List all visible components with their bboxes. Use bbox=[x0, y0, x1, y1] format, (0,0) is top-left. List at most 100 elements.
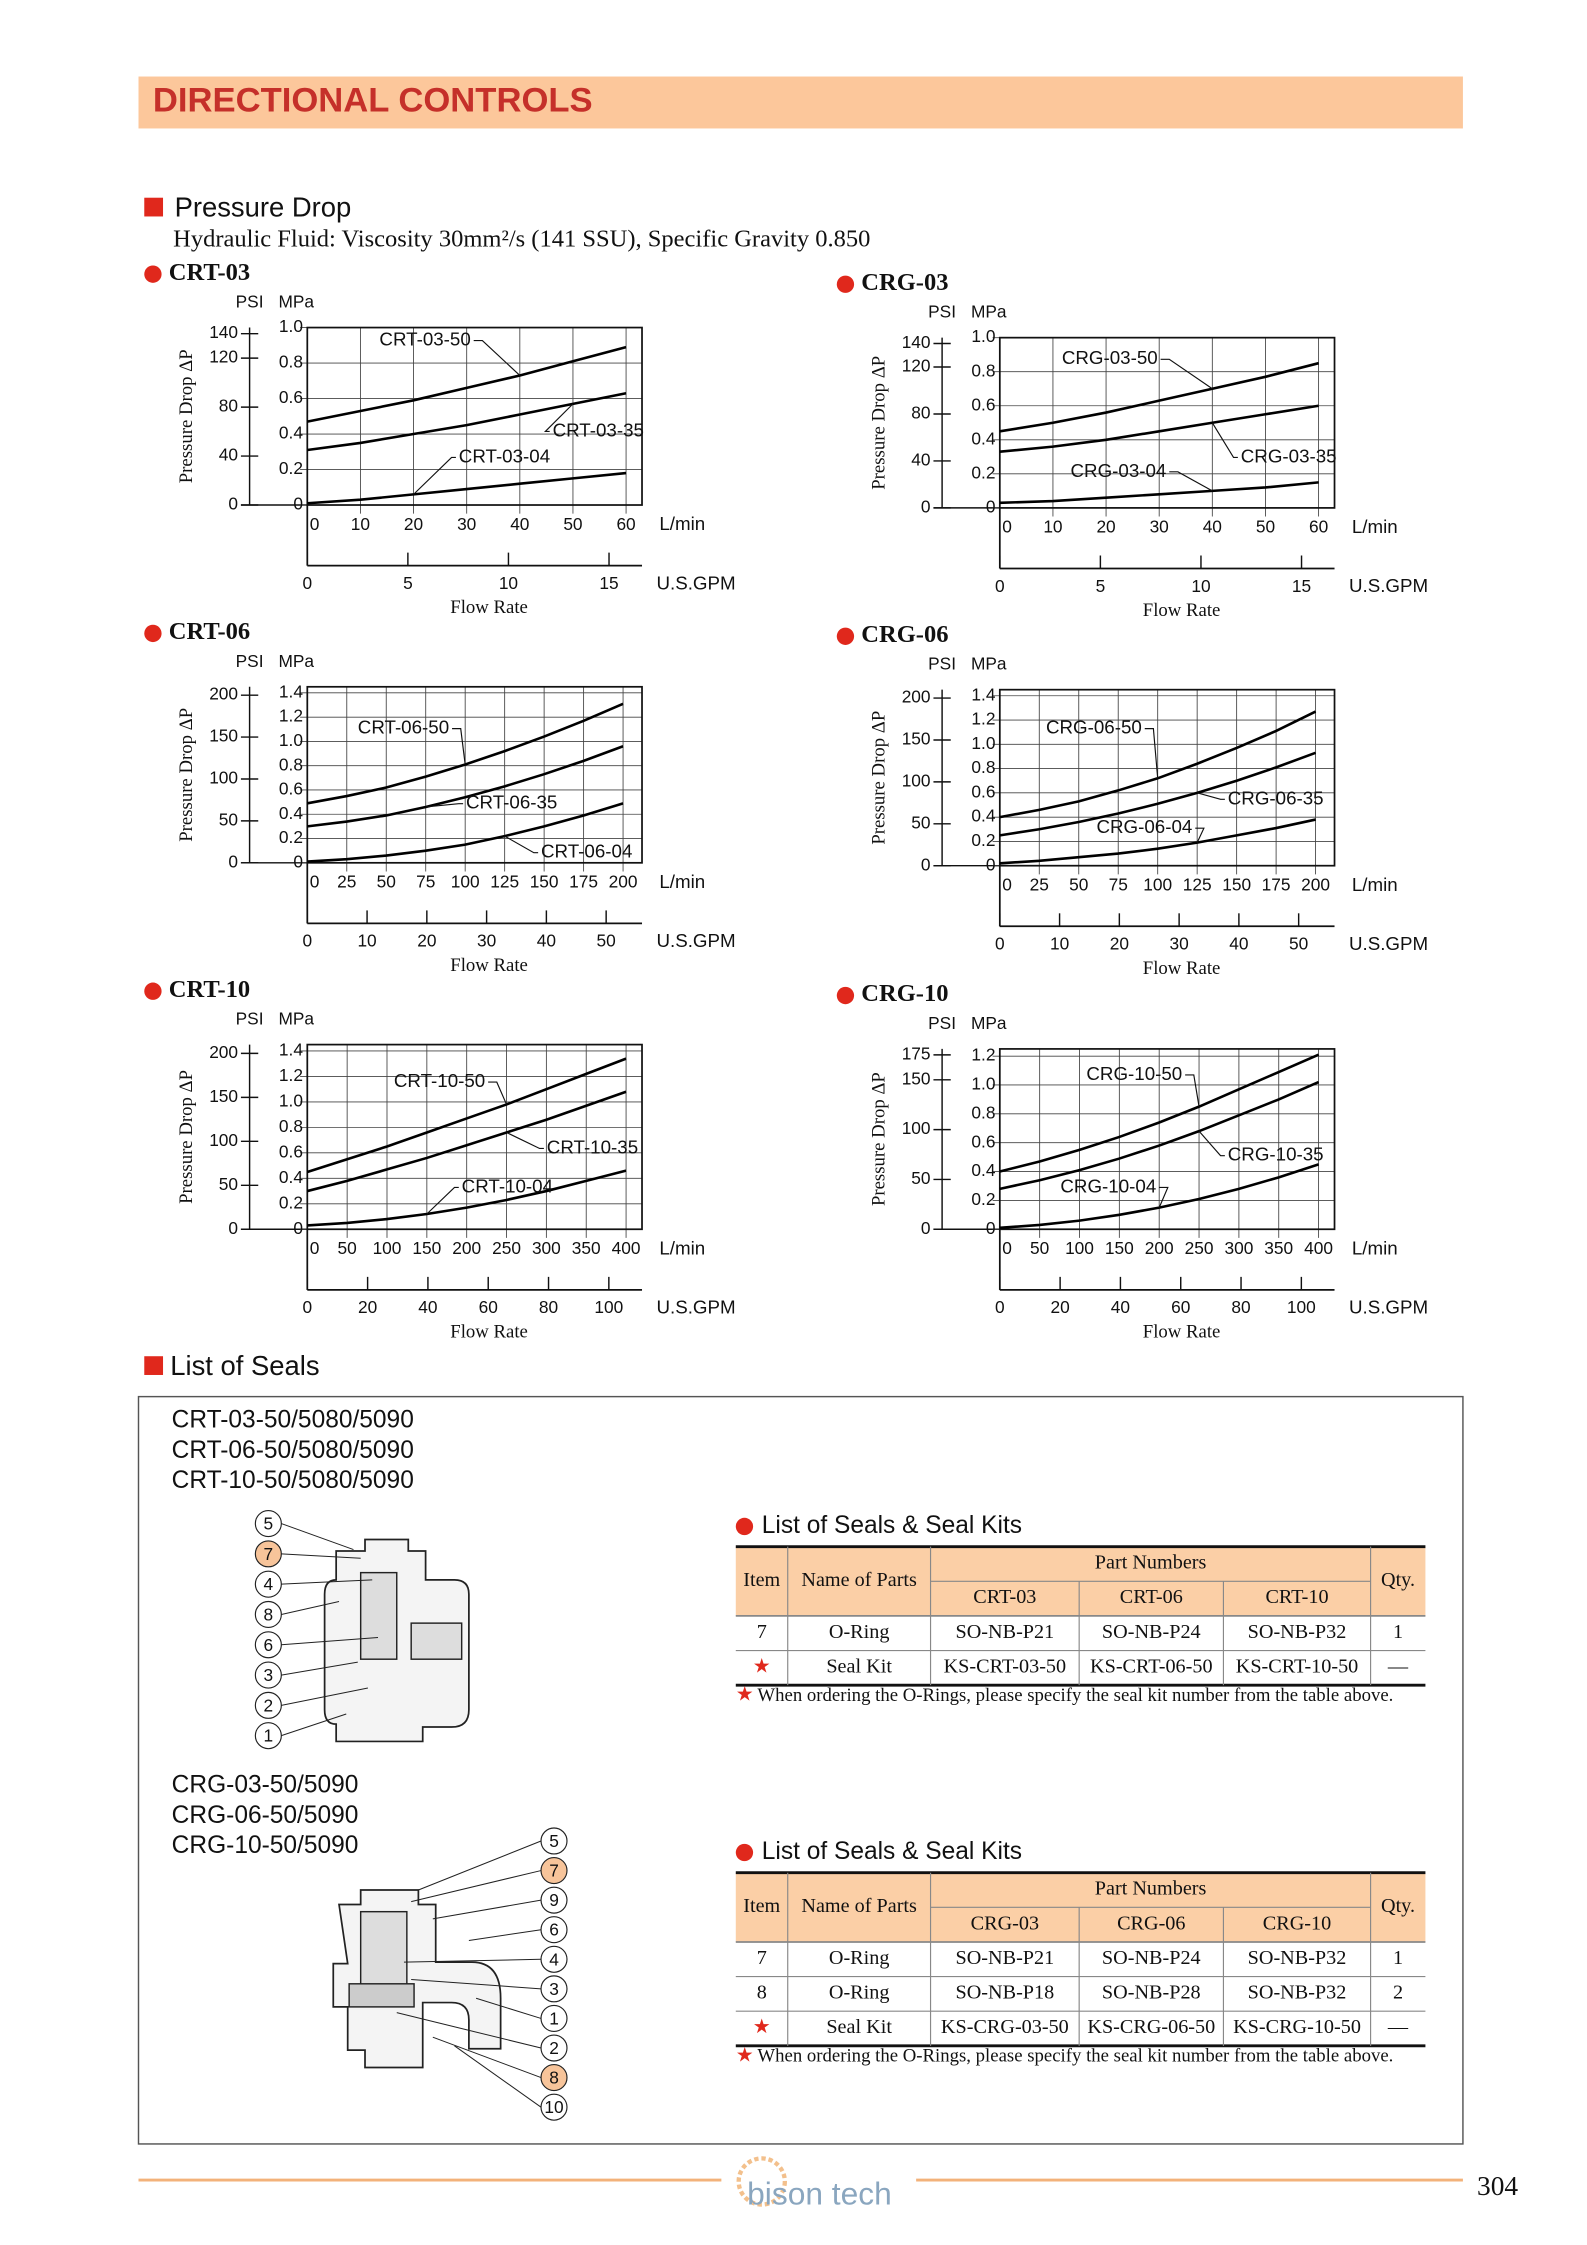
table-header: CRT-03 bbox=[973, 1586, 1036, 1608]
y2-tick-label: 50 bbox=[219, 809, 238, 829]
x-tick-label: 60 bbox=[1309, 517, 1328, 537]
plot-frame bbox=[998, 336, 1336, 509]
y-tick-label: 0.2 bbox=[279, 1192, 303, 1212]
table-cell: SO-NB-P21 bbox=[956, 1947, 1055, 1969]
y-tick-label: 0 bbox=[986, 1218, 996, 1238]
y2-tick-label: 200 bbox=[209, 684, 238, 704]
y-tick-label: 0.4 bbox=[279, 803, 303, 823]
x-tick-label: 0 bbox=[310, 514, 320, 534]
x2-tick-label: 15 bbox=[599, 573, 618, 593]
x-tick-label: 100 bbox=[373, 1238, 402, 1258]
curve-label: CRT-03-50 bbox=[379, 328, 470, 349]
leader bbox=[488, 1081, 508, 1105]
curve-label: CRG-06-35 bbox=[1228, 787, 1324, 808]
leader bbox=[426, 1186, 459, 1215]
y2-tick-label: 40 bbox=[219, 445, 238, 465]
curve bbox=[999, 1053, 1320, 1173]
curve-label: CRG-10-35 bbox=[1228, 1144, 1324, 1165]
curve bbox=[999, 710, 1317, 819]
table-cell: SO-NB-P18 bbox=[956, 1982, 1055, 2004]
table-cell: KS-CRG-03-50 bbox=[941, 2016, 1069, 2038]
x2-tick-label: 40 bbox=[418, 1297, 437, 1317]
y-unit: MPa bbox=[971, 654, 1007, 674]
y2-tick-label: 40 bbox=[911, 450, 930, 470]
leader bbox=[1144, 728, 1159, 779]
x2-tick-label: 80 bbox=[539, 1297, 558, 1317]
callout-leader bbox=[403, 1958, 542, 1963]
x-unit: L/min bbox=[659, 871, 705, 892]
table-title: List of Seals & Seal Kits bbox=[762, 1838, 1022, 1865]
x-tick-label: 50 bbox=[1256, 517, 1275, 537]
title-bullet bbox=[836, 986, 855, 1005]
title-bullet bbox=[836, 627, 855, 645]
y2-tick-label: 80 bbox=[911, 403, 930, 423]
x2-tick-label: 100 bbox=[594, 1297, 623, 1317]
title-bullet bbox=[735, 1843, 754, 1862]
x2-unit: U.S.GPM bbox=[1349, 575, 1428, 596]
table-header: CRG-06 bbox=[1117, 1912, 1185, 1934]
curve bbox=[999, 818, 1316, 865]
x-tick-label: 10 bbox=[1043, 517, 1062, 537]
x-unit: L/min bbox=[659, 513, 705, 534]
x-tick-label: 125 bbox=[490, 872, 519, 892]
x2-tick-label: 80 bbox=[1231, 1297, 1250, 1317]
valve-body bbox=[332, 1889, 502, 2069]
plot-frame bbox=[306, 685, 643, 864]
leader bbox=[506, 1131, 544, 1150]
x-tick-label: 350 bbox=[1264, 1238, 1293, 1258]
callout-circle bbox=[254, 1691, 282, 1719]
chart-title: CRT-10 bbox=[169, 976, 250, 1003]
x-tick-label: 0 bbox=[1002, 1238, 1012, 1258]
callout-circle bbox=[540, 1856, 568, 1885]
x2-tick-label: 10 bbox=[1050, 934, 1069, 954]
y-unit: MPa bbox=[278, 651, 314, 671]
callout-number: 5 bbox=[264, 1514, 274, 1534]
x-tick-label: 50 bbox=[1069, 874, 1088, 894]
x2-unit: U.S.GPM bbox=[656, 572, 735, 593]
curve bbox=[306, 1090, 627, 1193]
y2-tick-label: 200 bbox=[902, 687, 931, 707]
x-label: Flow Rate bbox=[450, 955, 528, 976]
callout-number: 1 bbox=[264, 1726, 274, 1746]
y-tick-label: 1.0 bbox=[971, 1074, 995, 1094]
table-cell: — bbox=[1387, 1655, 1409, 1677]
y-label: Pressure Drop ΔP bbox=[868, 711, 889, 845]
x-tick-label: 175 bbox=[1262, 874, 1291, 894]
callout-number: 2 bbox=[264, 1695, 274, 1715]
x-unit: L/min bbox=[1352, 516, 1398, 537]
table-cell: Seal Kit bbox=[826, 2016, 892, 2038]
table-cell: KS-CRT-03-50 bbox=[944, 1655, 1067, 1677]
curve bbox=[999, 751, 1317, 837]
table-header: CRG-10 bbox=[1263, 1912, 1331, 1934]
curve-label: CRG-10-04 bbox=[1060, 1175, 1156, 1196]
x-tick-label: 100 bbox=[451, 872, 480, 892]
y-tick-label: 0.8 bbox=[971, 757, 995, 777]
x2-tick-label: 20 bbox=[358, 1297, 377, 1317]
leader bbox=[1158, 1186, 1169, 1208]
y2-tick-label: 0 bbox=[228, 1218, 238, 1238]
y-tick-label: 0.4 bbox=[279, 1167, 303, 1187]
x-tick-label: 60 bbox=[616, 514, 635, 534]
y2-tick-label: 0 bbox=[228, 851, 238, 871]
callout-number: 8 bbox=[264, 1604, 274, 1624]
callout-number: 2 bbox=[549, 2038, 559, 2058]
y2-tick-label: 140 bbox=[902, 332, 931, 352]
chart-title: CRT-06 bbox=[169, 618, 250, 645]
valve-part bbox=[359, 1571, 398, 1660]
y-tick-label: 1.2 bbox=[971, 1045, 995, 1065]
y-tick-label: 0.2 bbox=[971, 830, 995, 850]
curve-label: CRT-06-35 bbox=[466, 792, 557, 813]
curve-label: CRT-10-35 bbox=[547, 1136, 638, 1157]
table-header: CRT-10 bbox=[1265, 1586, 1328, 1608]
x-tick-label: 50 bbox=[1030, 1238, 1049, 1258]
x2-tick-label: 0 bbox=[302, 1297, 312, 1317]
callout-leader bbox=[454, 2045, 542, 2108]
x-unit: L/min bbox=[1352, 874, 1398, 895]
title-bullet bbox=[735, 1517, 754, 1536]
callout-circle bbox=[540, 1827, 568, 1855]
callout-number: 3 bbox=[549, 1979, 559, 1999]
leader bbox=[452, 728, 466, 765]
x-tick-label: 20 bbox=[404, 514, 423, 534]
leader bbox=[473, 339, 521, 376]
x-label: Flow Rate bbox=[450, 597, 528, 618]
